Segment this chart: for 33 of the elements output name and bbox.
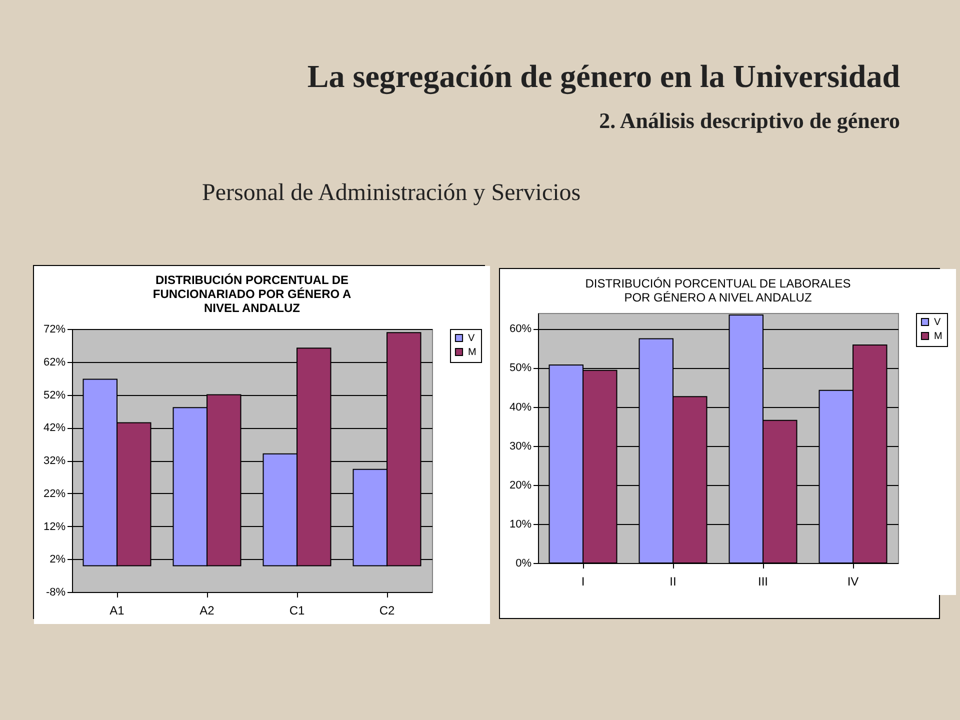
y-tick-label: 10% — [509, 518, 532, 530]
y-tick-label: 60% — [509, 323, 532, 336]
y-tick-label: 0% — [516, 558, 532, 570]
y-tick-label: 20% — [509, 479, 532, 492]
chart-title: DISTRIBUCIÓN PORCENTUAL DE FUNCIONARIADO POR GÉNERO A NIVEL ANDALUZ — [152, 273, 352, 315]
y-tick-label: 22% — [43, 488, 66, 500]
y-tick-label: 72% — [43, 324, 66, 336]
text: La segregación de género en la Universidad — [307, 58, 900, 95]
y-tick-label: 62% — [43, 356, 66, 368]
y-tick-label: 30% — [509, 440, 532, 452]
text: Personal de Administración y Servicios — [202, 180, 581, 207]
x-tick-label: A2 — [200, 604, 215, 618]
x-tick-label: I — [581, 574, 585, 588]
y-tick-label: 2% — [50, 554, 66, 566]
x-tick-label: III — [758, 574, 768, 588]
y-tick-label: 42% — [43, 422, 66, 434]
x-tick-label: A1 — [110, 604, 125, 618]
x-tick-label: C2 — [379, 604, 395, 618]
y-tick-label: 52% — [43, 389, 66, 402]
legend-label: M — [468, 347, 476, 358]
y-tick-label: -8% — [46, 586, 66, 598]
legend-label: M — [934, 331, 942, 342]
y-tick-label: 32% — [43, 455, 66, 467]
x-tick-label: IV — [847, 574, 859, 588]
y-tick-label: 12% — [43, 520, 66, 533]
legend-label: V — [934, 317, 941, 328]
legend-label: V — [468, 333, 475, 344]
y-tick-label: 40% — [509, 401, 532, 414]
text: 2. Análisis descriptivo de género — [599, 108, 900, 134]
y-tick-label: 50% — [509, 362, 532, 374]
x-tick-label: II — [670, 574, 676, 588]
chart-title: DISTRIBUCIÓN PORCENTUAL DE LABORALES POR GÉNERO A NIVEL ANDALUZ — [585, 276, 851, 304]
x-tick-label: C1 — [289, 604, 305, 618]
